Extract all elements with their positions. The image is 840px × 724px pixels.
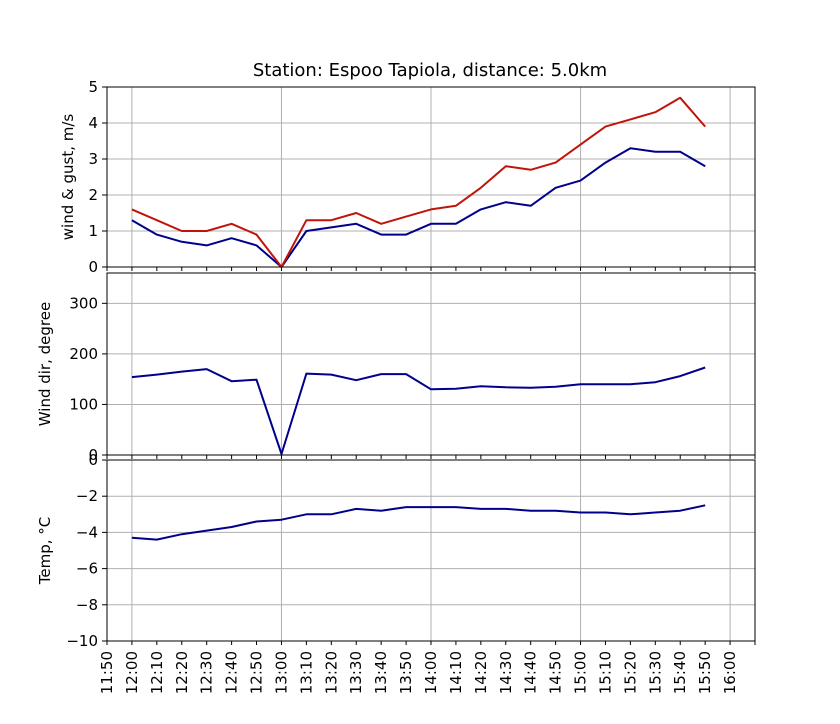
temperature-panel: 0 −2 −4 −6 −8 −10 Temp, °C bbox=[36, 451, 756, 650]
x-tick-label: 13:30 bbox=[347, 651, 365, 694]
x-tick-label: 13:20 bbox=[322, 651, 340, 694]
y-tick-label: 2 bbox=[88, 186, 98, 204]
series-line-gust bbox=[131, 96, 706, 268]
chart-title: Station: Espoo Tapiola, distance: 5.0km bbox=[253, 60, 607, 81]
y-tick-label: 200 bbox=[69, 345, 98, 363]
x-tick-label: 15:10 bbox=[596, 651, 614, 694]
y-tick-label: −8 bbox=[76, 596, 98, 614]
series-line-temp bbox=[131, 504, 706, 541]
y-tick-label: 3 bbox=[88, 150, 98, 168]
x-tick-label: 12:30 bbox=[198, 651, 216, 694]
wind-direction-panel: 0 100 200 300 Wind dir, degree bbox=[36, 272, 756, 464]
y-tick-label: 0 bbox=[88, 258, 98, 276]
y-tick-label: 1 bbox=[88, 222, 98, 240]
time-x-axis: 11:50 12:00 12:10 12:20 12:30 12:40 12:50 13:00… bbox=[98, 651, 739, 694]
x-tick-label: 12:50 bbox=[248, 651, 266, 694]
x-tick-label: 12:00 bbox=[123, 651, 141, 694]
x-tick-label: 15:20 bbox=[621, 651, 639, 694]
x-tick-label: 12:10 bbox=[148, 651, 166, 694]
x-tick-label: 15:30 bbox=[646, 651, 664, 694]
y-tick-label: −10 bbox=[66, 632, 98, 650]
y-tick-label: −4 bbox=[76, 523, 98, 541]
x-tick-label: 14:10 bbox=[447, 651, 465, 694]
x-tick-label: 13:40 bbox=[372, 651, 390, 694]
x-tick-label: 13:50 bbox=[397, 651, 415, 694]
y-axis-label: Temp, °C bbox=[36, 517, 54, 586]
x-tick-label: 13:00 bbox=[272, 651, 290, 694]
y-tick-label: −2 bbox=[76, 487, 98, 505]
series-line-wind bbox=[131, 147, 706, 268]
y-tick-label: 0 bbox=[88, 451, 98, 469]
y-axis-label: Wind dir, degree bbox=[36, 302, 54, 426]
x-tick-label: 12:40 bbox=[223, 651, 241, 694]
y-tick-label: −6 bbox=[76, 560, 98, 578]
x-tick-label: 11:50 bbox=[98, 651, 116, 694]
x-tick-label: 16:00 bbox=[721, 651, 739, 694]
x-tick-label: 14:20 bbox=[472, 651, 490, 694]
y-tick-label: 4 bbox=[88, 114, 98, 132]
y-axis-label: wind & gust, m/s bbox=[59, 114, 77, 241]
x-tick-label: 15:40 bbox=[671, 651, 689, 694]
x-tick-label: 13:10 bbox=[297, 651, 315, 694]
y-tick-label: 300 bbox=[69, 294, 98, 312]
x-tick-label: 14:30 bbox=[497, 651, 515, 694]
x-tick-label: 12:20 bbox=[173, 651, 191, 694]
y-tick-label: 100 bbox=[69, 395, 98, 413]
y-tick-label: 0 bbox=[88, 446, 98, 464]
x-tick-label: 14:50 bbox=[547, 651, 565, 694]
x-tick-label: 15:50 bbox=[696, 651, 714, 694]
wind-gust-panel: 0 1 2 3 4 5 wind & gust, m/s bbox=[59, 78, 756, 276]
x-tick-label: 15:00 bbox=[572, 651, 590, 694]
y-tick-label: 5 bbox=[88, 78, 98, 96]
series-line-wind_dir bbox=[131, 366, 706, 455]
x-tick-label: 14:40 bbox=[522, 651, 540, 694]
x-tick-label: 14:00 bbox=[422, 651, 440, 694]
